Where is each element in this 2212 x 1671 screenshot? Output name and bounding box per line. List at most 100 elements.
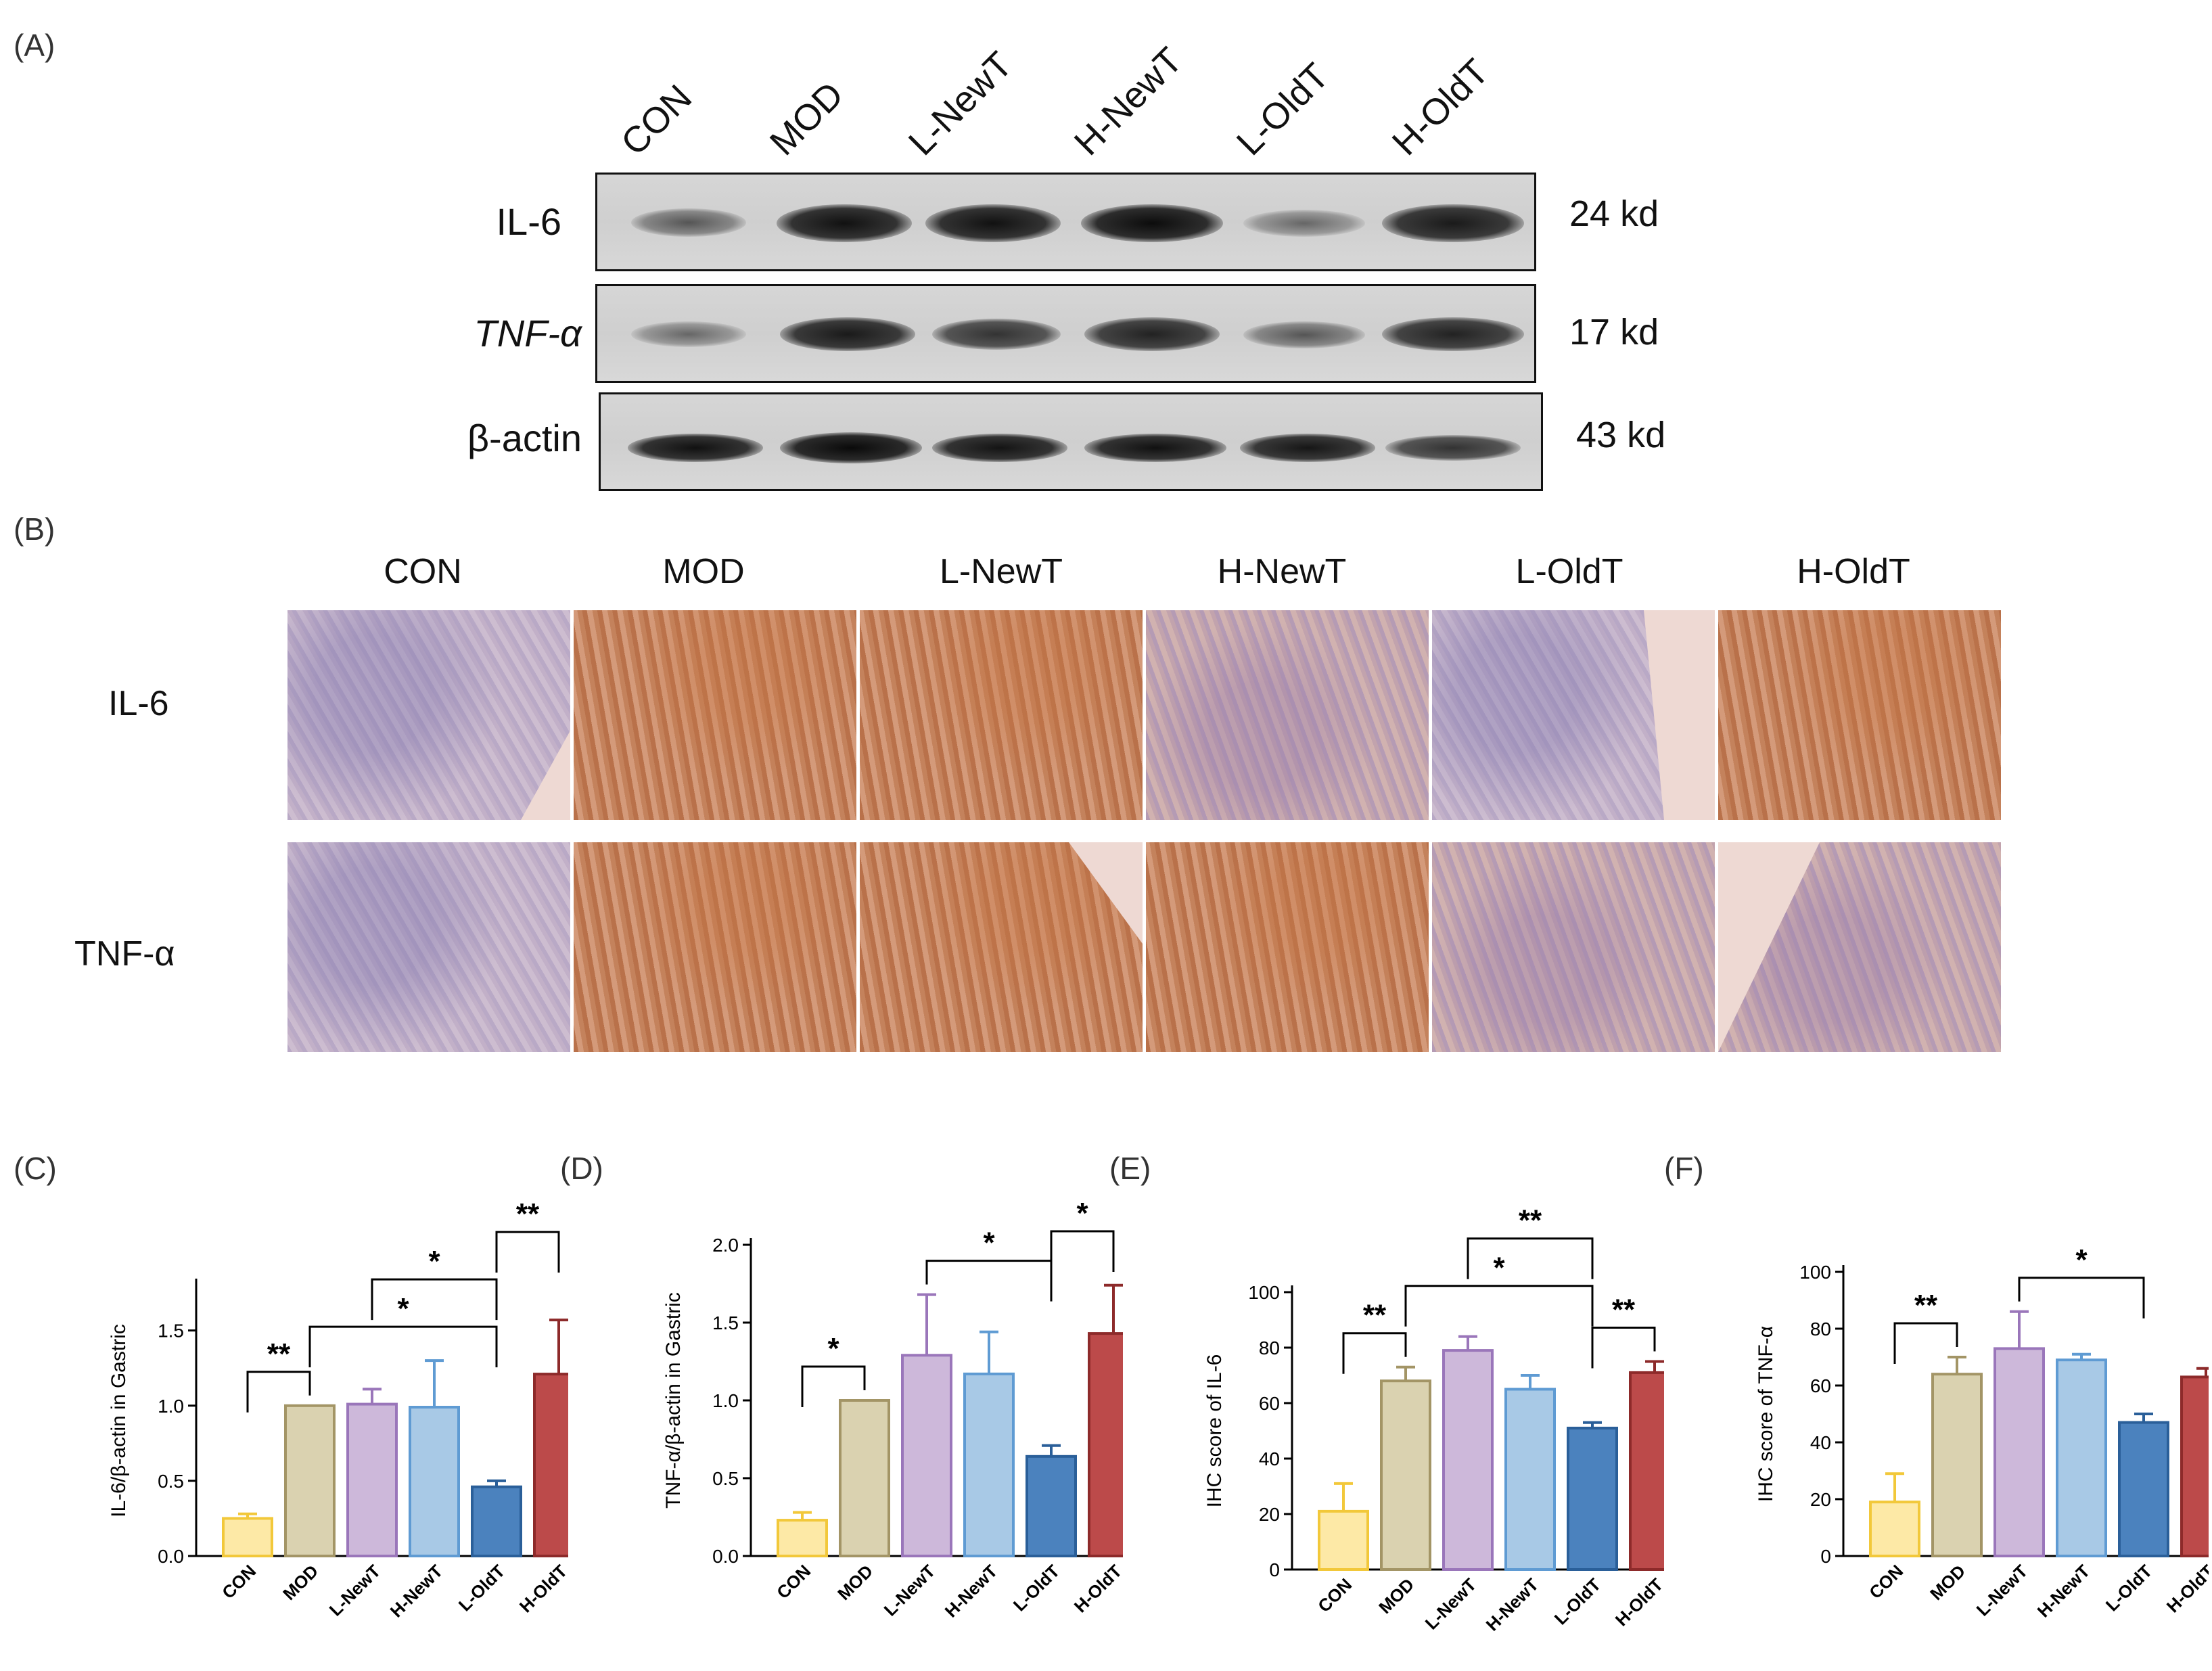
significance-bracket	[308, 1325, 498, 1368]
significance-bracket	[1404, 1285, 1594, 1327]
y-tick-label: 40	[1259, 1448, 1280, 1469]
significance-label: **	[1914, 1289, 1938, 1322]
blot-lane-label: CON	[613, 77, 700, 164]
x-tick-label: H-NewT	[386, 1561, 447, 1622]
bar-con	[777, 1519, 828, 1558]
bar-mod	[284, 1404, 336, 1557]
blot-lane-label: L-NewT	[900, 44, 1020, 164]
x-tick-label: L-NewT	[1421, 1574, 1481, 1634]
bar-h-oldt	[1088, 1332, 1123, 1557]
significance-bracket	[925, 1260, 1053, 1302]
bar-l-newt	[1442, 1349, 1494, 1571]
blot-strip-actin	[599, 392, 1543, 491]
y-tick-label: 0.0	[158, 1546, 184, 1567]
y-tick-label: 1.5	[712, 1312, 739, 1333]
blot-band	[1382, 204, 1524, 242]
kd-label-actin: 43 kd	[1576, 415, 1666, 455]
significance-label: *	[827, 1332, 839, 1365]
blot-strip-il6	[595, 173, 1536, 271]
blot-band	[780, 317, 915, 351]
y-tick-label: 20	[1810, 1489, 1831, 1510]
panel-label-f: (F)	[1664, 1151, 1704, 1186]
kd-label-tnf: 17 kd	[1569, 312, 1659, 352]
significance-label: *	[983, 1227, 995, 1260]
bar-h-oldt	[533, 1373, 568, 1557]
blot-lane-label: MOD	[762, 74, 852, 164]
x-tick-label: CON	[773, 1561, 814, 1603]
bar-mod	[1380, 1379, 1431, 1571]
panel-label-d: (D)	[560, 1151, 603, 1186]
x-tick-label: MOD	[1926, 1561, 1969, 1604]
blot-band	[925, 204, 1061, 242]
blot-row-label-actin: β-actin	[467, 417, 582, 459]
blot-band	[777, 204, 912, 242]
y-tick-label: 60	[1810, 1375, 1831, 1396]
blot-band	[1385, 435, 1521, 461]
blot-band	[1084, 434, 1226, 462]
bar-h-newt	[2056, 1358, 2107, 1557]
significance-label: *	[1493, 1252, 1505, 1285]
panel-label-e: (E)	[1109, 1151, 1151, 1186]
blot-band	[628, 434, 763, 462]
blot-strip-tnf	[595, 284, 1536, 383]
y-tick-label: 0.0	[712, 1546, 739, 1567]
ihc-image	[1718, 610, 2001, 820]
x-tick-label: H-NewT	[2033, 1561, 2094, 1622]
blot-row-label-il6: IL-6	[496, 200, 562, 243]
bar-con	[222, 1517, 273, 1558]
ihc-row-label-tnf: TNF-α	[74, 934, 175, 974]
y-tick-label: 0.5	[158, 1471, 184, 1492]
y-tick-label: 0	[1269, 1559, 1280, 1580]
significance-bracket	[246, 1371, 311, 1413]
x-tick-label: H-OldT	[2163, 1561, 2209, 1617]
x-tick-label: L-OldT	[455, 1561, 509, 1616]
blot-band	[1243, 321, 1365, 348]
x-tick-label: MOD	[1375, 1574, 1418, 1618]
significance-label: *	[397, 1292, 409, 1325]
x-tick-label: CON	[1865, 1561, 1907, 1603]
ihc-column-label: L-OldT	[1515, 552, 1623, 591]
y-tick-label: 80	[1810, 1319, 1831, 1340]
bar-mod	[839, 1399, 890, 1557]
blot-band	[631, 208, 746, 237]
significance-bracket	[1050, 1230, 1115, 1272]
ihc-image	[1146, 842, 1429, 1052]
bar-chart-f: IHC score of TNF-α 0 20 40 60 80 100 CON MOD L-Ne…	[1755, 1243, 2209, 1622]
bar-l-newt	[901, 1354, 952, 1558]
y-tick-label: 80	[1259, 1337, 1280, 1358]
x-tick-label: L-OldT	[2102, 1561, 2157, 1616]
bar-l-oldt	[1026, 1455, 1077, 1557]
x-tick-label: L-NewT	[1973, 1561, 2032, 1620]
bar-mod	[1931, 1373, 1983, 1557]
significance-bracket	[2018, 1277, 2145, 1319]
ihc-column-label: CON	[384, 552, 462, 591]
significance-label: *	[2075, 1243, 2088, 1277]
ihc-row-label-il6: IL-6	[108, 684, 169, 723]
significance-label: **	[1519, 1204, 1542, 1237]
bar-l-newt	[346, 1402, 398, 1557]
x-tick-label: L-NewT	[880, 1561, 940, 1620]
x-tick-label: MOD	[833, 1561, 877, 1604]
y-tick-label: 100	[1248, 1282, 1280, 1303]
significance-label: *	[428, 1245, 440, 1278]
significance-label: *	[1076, 1197, 1088, 1230]
kd-label-il6: 24 kd	[1569, 193, 1659, 234]
y-tick-label: 2.0	[712, 1235, 739, 1256]
ihc-column-label: H-NewT	[1217, 552, 1347, 591]
x-tick-label: H-NewT	[1482, 1574, 1543, 1635]
panel-label-b: (B)	[14, 511, 55, 547]
significance-label: **	[1363, 1299, 1387, 1332]
ihc-image	[1432, 842, 1715, 1052]
y-axis-label: IHC score of TNF-α	[1755, 1326, 1777, 1502]
panel-label-c: (C)	[14, 1151, 57, 1186]
ihc-column-label: MOD	[662, 552, 745, 591]
bar-h-oldt	[1629, 1371, 1664, 1571]
significance-label: **	[516, 1197, 540, 1231]
blot-band	[1084, 317, 1220, 351]
significance-bracket	[801, 1365, 866, 1407]
bar-l-oldt	[2118, 1421, 2169, 1557]
blot-row-label-tnf: TNF-α	[474, 312, 582, 354]
significance-bracket	[1342, 1332, 1407, 1374]
ihc-image	[574, 610, 856, 820]
blot-lane-label: H-OldT	[1384, 51, 1497, 164]
